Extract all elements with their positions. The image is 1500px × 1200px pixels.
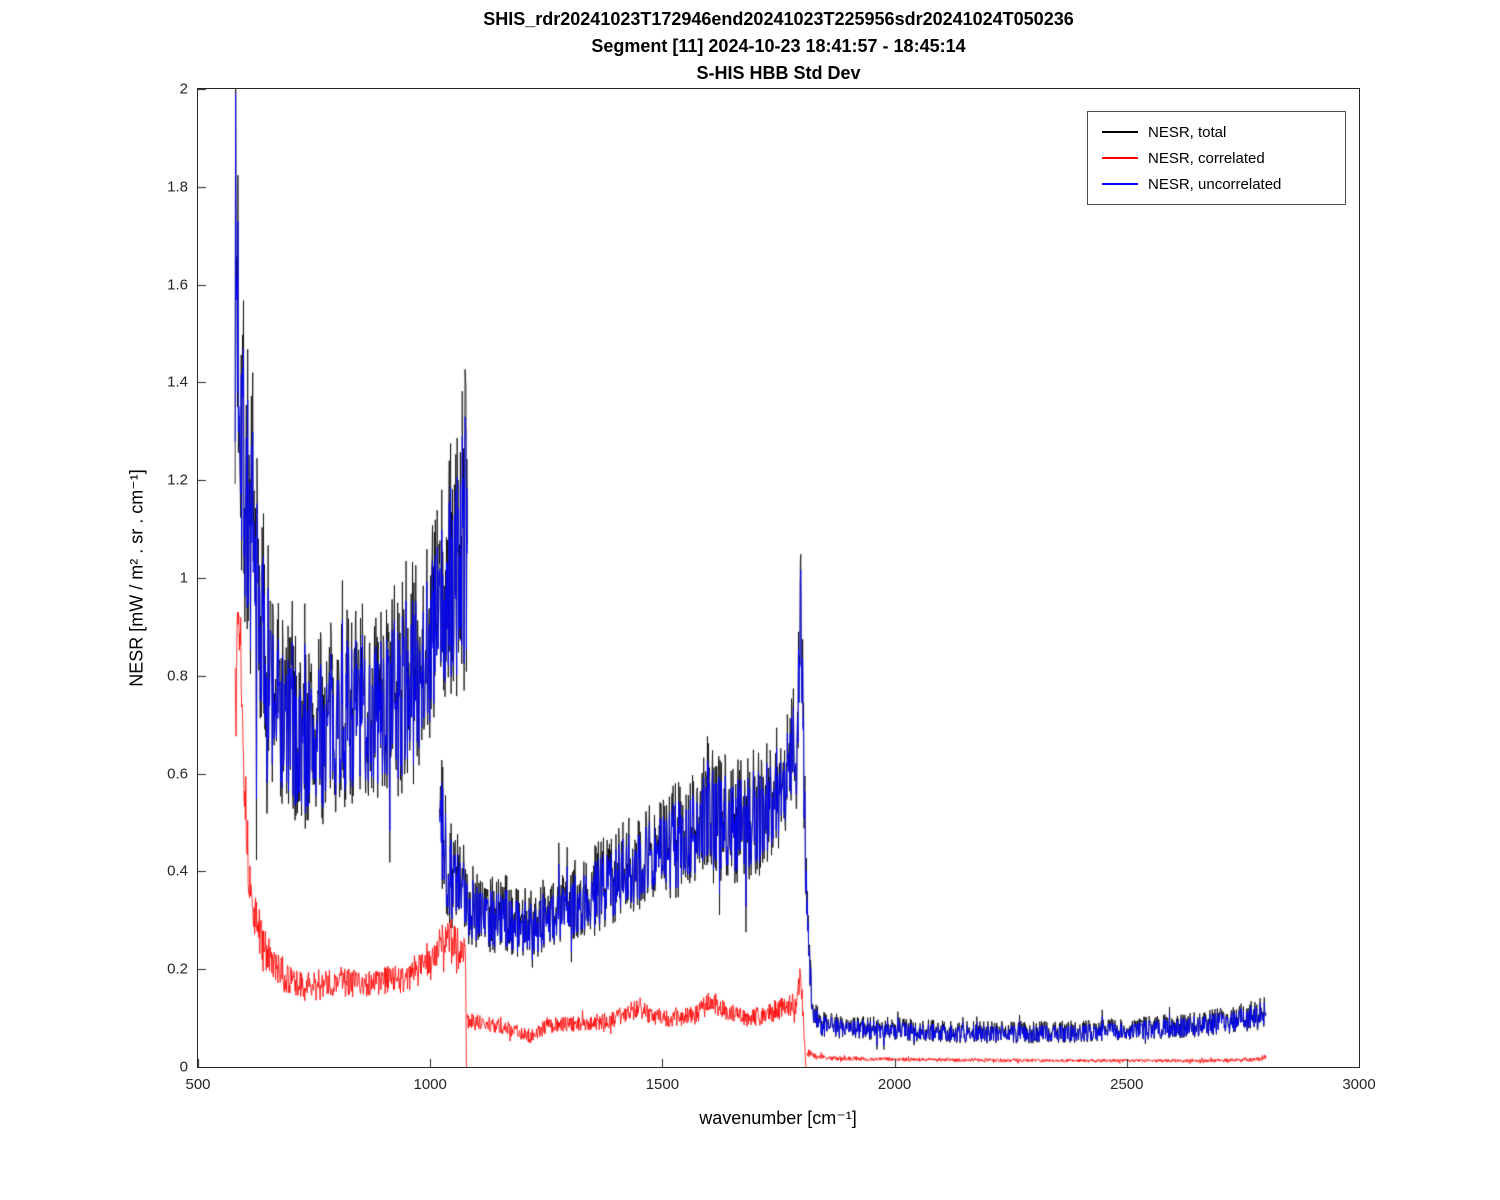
legend-entry: NESR, correlated xyxy=(1088,145,1345,171)
title-line-3: S-HIS HBB Std Dev xyxy=(696,63,861,83)
legend-line-swatch xyxy=(1102,157,1138,159)
legend-entry: NESR, total xyxy=(1088,119,1345,145)
x-tick-label: 3000 xyxy=(1342,1076,1376,1093)
legend: NESR, total NESR, correlated NESR, uncorre… xyxy=(1087,111,1346,205)
x-tick-label: 500 xyxy=(185,1076,211,1093)
plot-area: NESR, total NESR, correlated NESR, uncorre… xyxy=(167,81,1376,1094)
legend-entry: NESR, uncorrelated xyxy=(1088,171,1345,197)
y-tick-label: 1 xyxy=(179,569,188,587)
chart-canvas xyxy=(198,89,1359,1067)
y-tick-label: 0.4 xyxy=(167,862,188,880)
legend-line-swatch xyxy=(1102,183,1138,185)
x-tick-label: 2000 xyxy=(877,1076,912,1093)
legend-label: NESR, correlated xyxy=(1148,149,1265,167)
x-tick-label: 1000 xyxy=(413,1076,447,1093)
y-tick-label: 0 xyxy=(179,1058,188,1076)
y-tick-label: 1.8 xyxy=(167,178,188,196)
chart-title-block: SHIS_rdr20241023T172946end20241023T22595… xyxy=(197,6,1360,87)
y-tick-label: 0.6 xyxy=(167,765,188,783)
x-axis-label: wavenumber [cm⁻¹] xyxy=(699,1108,857,1128)
x-tick-label: 1500 xyxy=(645,1076,680,1093)
y-tick-label: 1.2 xyxy=(167,471,188,489)
legend-line-swatch xyxy=(1102,131,1138,133)
y-tick-label: 0.2 xyxy=(167,960,188,978)
title-line-1: SHIS_rdr20241023T172946end20241023T22595… xyxy=(483,9,1074,29)
y-tick-label: 0.8 xyxy=(167,667,188,685)
y-axis-label: NESR [mW / m² . sr . cm⁻¹] xyxy=(126,469,147,687)
y-tick-label: 1.6 xyxy=(167,276,188,294)
x-tick-label: 2500 xyxy=(1110,1076,1144,1093)
y-tick-label: 2 xyxy=(179,80,188,98)
title-line-2: Segment [11] 2024-10-23 18:41:57 - 18:45… xyxy=(591,36,966,56)
legend-label: NESR, uncorrelated xyxy=(1148,175,1282,193)
legend-label: NESR, total xyxy=(1148,123,1227,141)
y-tick-label: 1.4 xyxy=(167,373,188,391)
